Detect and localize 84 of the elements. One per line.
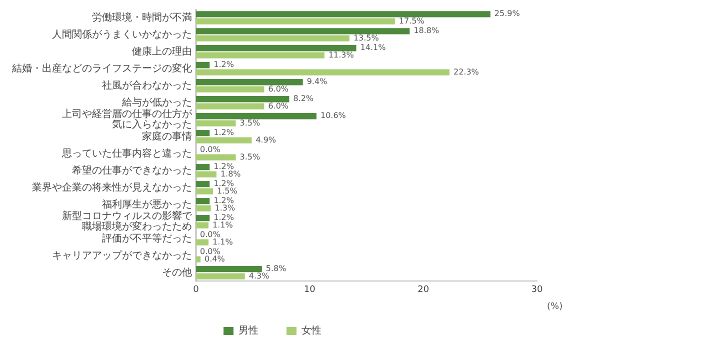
data-label: 1.1% [212,220,234,230]
data-label: 3.5% [240,118,261,128]
bar [196,120,236,126]
data-label: 22.3% [453,67,480,76]
data-label: 1.1% [212,237,234,246]
data-label: 1.5% [217,186,238,196]
bar [196,11,490,18]
data-label: 1.2% [214,60,234,70]
bar [196,198,210,204]
y-tick-label: 福利厚生が悪かった [102,198,192,210]
bar [196,69,450,76]
data-label: 9.4% [306,77,328,86]
x-tick-label: 20 [418,284,430,295]
data-label: 1.8% [220,169,242,178]
bar [196,181,210,188]
data-label: 11.3% [328,50,354,60]
y-tick-label: 社風が合わなかった [102,79,192,92]
y-tick-label: 家庭の事情 [142,130,192,142]
y-tick-label: 給与が低かった [121,96,192,108]
bar [196,103,264,110]
legend-label: 女性 [302,324,322,337]
data-label: 1.2% [214,196,234,206]
data-label: 0.4% [204,254,226,264]
bar [196,18,395,24]
bar [196,154,236,160]
data-label: 0.0% [200,145,221,154]
bar [196,171,216,178]
data-label: 1.2% [214,213,234,222]
data-label: 6.0% [268,101,289,110]
data-label: 17.5% [398,16,425,26]
data-label: 6.0% [268,84,289,94]
x-tick-label: 0 [193,284,200,295]
x-tick-label: 10 [304,284,316,295]
bar [196,215,210,222]
bar [196,164,210,170]
data-label: 14.1% [360,43,386,52]
y-tick-label: 労働環境・時間が不満 [92,11,192,24]
bar [196,222,209,228]
data-label: 5.8% [266,264,287,274]
data-label: 1.2% [214,179,234,188]
y-tick-label: 業界や企業の将来性が見えなかった [32,181,192,194]
bar [196,79,303,86]
bar [196,86,264,92]
bar [196,45,356,52]
data-label: 18.8% [414,26,440,36]
data-label: 1.2% [214,128,234,138]
y-tick-label: 結婚・出産などのライフステージの変化 [11,62,192,74]
data-label: 4.9% [256,135,276,144]
bar [196,113,316,120]
data-label: 13.5% [353,33,380,42]
y-tick-label: 上司や経営層の仕事の仕方が気に入らなかった [62,108,193,131]
x-tick-label: 30 [531,284,543,295]
bar [196,137,252,144]
y-tick-label: 思っていた仕事内容と違った [61,147,192,160]
y-tick-label: 新型コロナウィルスの影響で職場環境が変わったため [62,210,193,233]
data-label: 0.0% [200,230,221,240]
bar [196,266,262,272]
data-label: 25.9% [494,9,520,18]
data-label: 10.6% [320,111,346,120]
bar [196,273,245,280]
bar [196,239,209,246]
bar [196,188,214,194]
y-tick-label: 希望の仕事ができなかった [72,164,192,176]
bar [196,205,211,212]
y-tick-label: その他 [162,266,192,278]
bar [196,28,410,34]
y-tick-label: 評価が不平等だった [102,232,192,244]
data-label: 3.5% [240,152,261,162]
bar [196,52,324,58]
y-tick-label: キャリアアップができなかった [52,249,192,262]
data-label: 0.0% [200,247,221,256]
bar [196,130,210,136]
legend-label: 男性 [238,324,258,337]
data-label: 1.3% [214,203,236,212]
data-label: 8.2% [293,94,314,104]
y-tick-label: 人間関係がうまくいかなかった [52,28,192,40]
data-label: 4.3% [248,271,270,280]
bar [196,35,350,42]
bar [196,256,201,262]
x-axis-title: (%) [547,302,563,312]
data-label: 1.2% [214,162,234,172]
bar [196,62,210,68]
y-tick-label: 健康上の理由 [132,45,192,58]
bar [196,96,290,102]
